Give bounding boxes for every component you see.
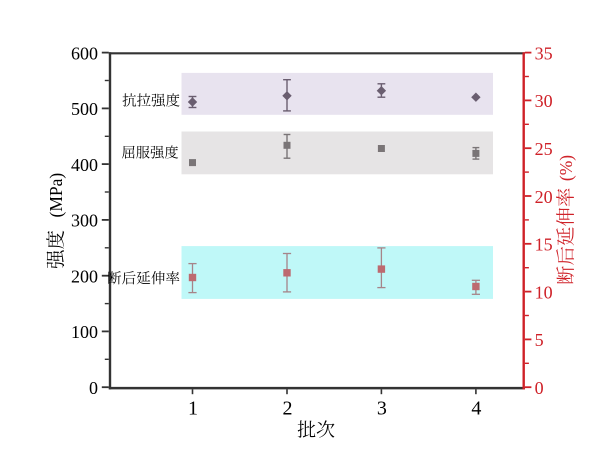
svg-text:(MPa): (MPa) <box>46 173 66 218</box>
svg-text:500: 500 <box>71 99 98 119</box>
svg-text:2: 2 <box>283 397 293 419</box>
svg-text:0: 0 <box>89 378 98 398</box>
svg-text:25: 25 <box>535 139 553 159</box>
svg-text:10: 10 <box>535 282 553 302</box>
svg-text:4: 4 <box>471 397 481 419</box>
svg-text:15: 15 <box>535 235 553 255</box>
svg-text:100: 100 <box>71 322 98 342</box>
svg-text:3: 3 <box>377 397 387 419</box>
svg-text:200: 200 <box>71 267 98 287</box>
svg-text:(%): (%) <box>556 155 576 181</box>
svg-text:300: 300 <box>71 211 98 231</box>
svg-text:600: 600 <box>71 43 98 63</box>
svg-text:30: 30 <box>535 91 553 111</box>
svg-text:5: 5 <box>535 330 544 350</box>
svg-text:35: 35 <box>535 43 553 63</box>
svg-text:1: 1 <box>188 397 198 419</box>
svg-text:20: 20 <box>535 187 553 207</box>
svg-text:400: 400 <box>71 155 98 175</box>
svg-text:0: 0 <box>535 378 544 398</box>
